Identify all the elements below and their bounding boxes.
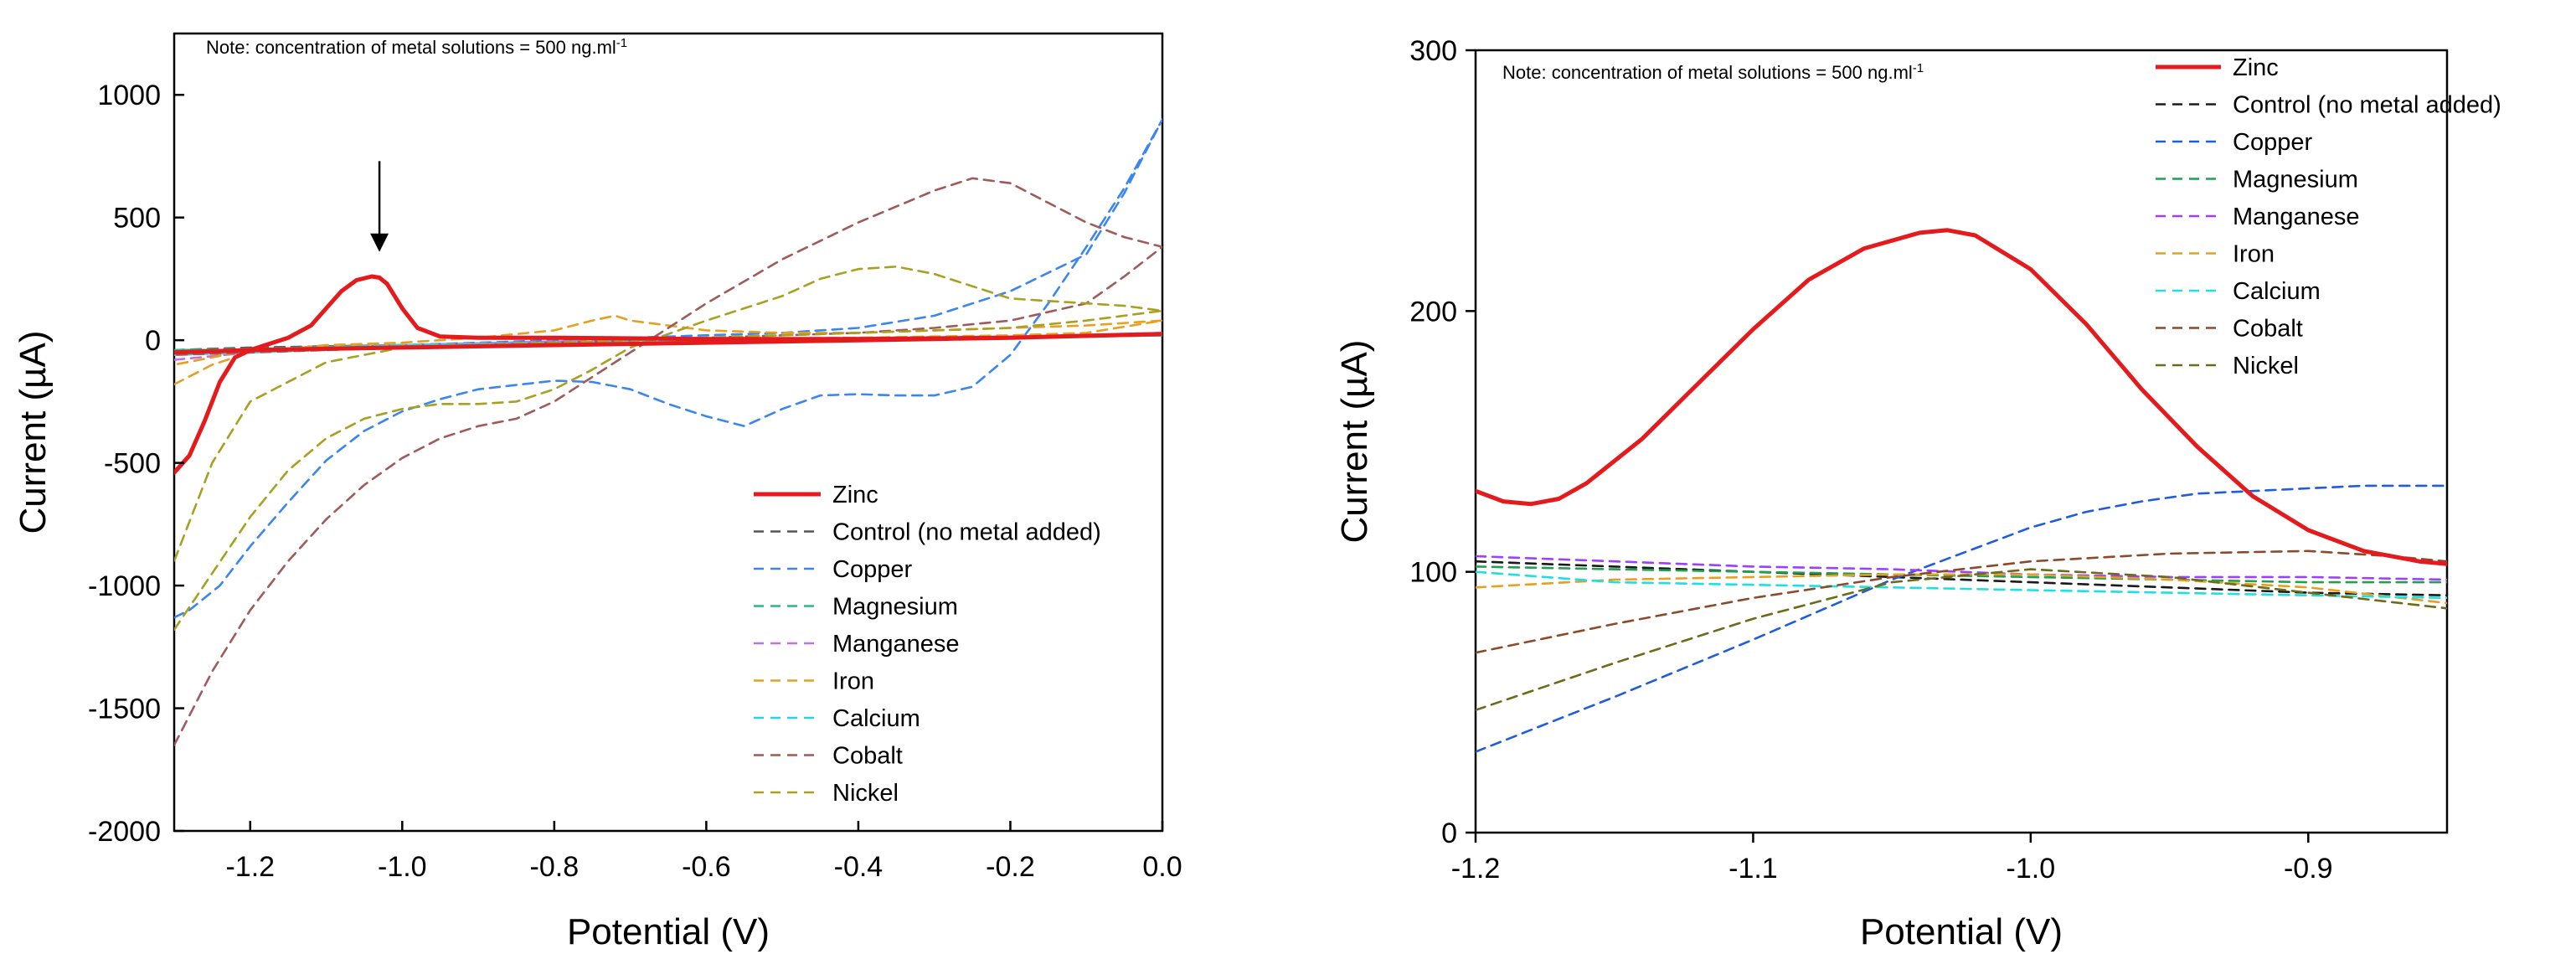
y-tick-label: 500 — [113, 203, 161, 235]
legend-label-control-no-metal-added: Control (no metal added) — [2233, 92, 2501, 119]
left-x-axis-title: Potential (V) — [567, 911, 770, 952]
series-cobalt-line — [1476, 549, 2447, 654]
arrow-head — [370, 233, 389, 252]
series-nickel-line — [1476, 568, 2447, 712]
series-iron-line — [1476, 573, 2447, 605]
y-tick-label: 0 — [145, 325, 161, 357]
legend-label-copper: Copper — [832, 556, 912, 583]
series-calcium-line — [1476, 570, 2447, 600]
legend-label-cobalt: Cobalt — [2233, 316, 2303, 343]
left-y-ticks: -2000 -1500 -1000 -500 0 500 1000 — [88, 80, 184, 848]
x-tick-label: -1.2 — [1451, 853, 1501, 885]
x-tick-label: -0.6 — [682, 851, 731, 883]
legend-label-calcium: Calcium — [832, 705, 920, 732]
legend-label-nickel: Nickel — [2233, 353, 2299, 379]
series-cobalt-line — [174, 177, 1162, 746]
left-y-axis-title: Current (µA) — [13, 331, 54, 534]
right-legend: Zinc Control (no metal added) Copper Magnes… — [2156, 54, 2501, 379]
series-zinc-line — [1476, 228, 2447, 566]
legend-label-zinc: Zinc — [832, 482, 878, 508]
x-tick-label: -1.0 — [2007, 853, 2056, 885]
legend-label-calcium: Calcium — [2233, 278, 2321, 305]
x-tick-label: -0.8 — [530, 851, 580, 883]
legend-label-control-no-metal-added: Control (no metal added) — [832, 519, 1101, 546]
x-tick-label: -0.9 — [2284, 853, 2333, 885]
left-chart: -2000 -1500 -1000 -500 0 500 1000 -1.2 -1.0 -0.8… — [13, 32, 1182, 952]
legend-label-copper: Copper — [2233, 129, 2312, 156]
x-tick-label: -0.4 — [834, 851, 884, 883]
legend-label-nickel: Nickel — [832, 780, 899, 807]
y-tick-label: 1000 — [97, 80, 161, 111]
y-tick-label: 300 — [1409, 35, 1457, 67]
legend-label-zinc: Zinc — [2233, 54, 2279, 81]
series-control-no-metal-added-line — [1476, 560, 2447, 597]
series-copper-line — [174, 118, 1162, 619]
legend-label-cobalt: Cobalt — [832, 743, 903, 770]
x-tick-label: -1.1 — [1728, 853, 1778, 885]
right-x-ticks: -1.2 -1.1 -1.0 -0.9 — [1451, 833, 2333, 885]
y-tick-label: -500 — [104, 448, 161, 480]
x-tick-label: -0.2 — [986, 851, 1035, 883]
y-tick-label: 0 — [1441, 818, 1457, 849]
y-tick-label: -1000 — [88, 570, 161, 602]
right-curves — [1476, 228, 2447, 753]
series-copper-line — [1476, 484, 2447, 753]
left-legend: Zinc Control (no metal added) Copper Magnes… — [754, 482, 1101, 807]
x-tick-label: 0.0 — [1142, 851, 1182, 883]
right-plot-frame — [1474, 49, 2449, 834]
right-y-axis-title: Current (µA) — [1334, 340, 1375, 544]
legend-label-magnesium: Magnesium — [2233, 167, 2358, 193]
left-note: Note: concentration of metal solutions =… — [206, 36, 627, 59]
legend-label-manganese: Manganese — [2233, 204, 2360, 230]
legend-label-manganese: Manganese — [832, 631, 960, 658]
series-zinc-line — [174, 274, 1162, 475]
left-x-ticks: -1.2 -1.0 -0.8 -0.6 -0.4 -0.2 0.0 — [225, 821, 1182, 883]
peak-arrow — [370, 161, 389, 252]
right-y-ticks: 0 100 200 300 — [1409, 35, 1476, 849]
x-tick-label: -1.0 — [378, 851, 427, 883]
left-plot-frame — [173, 32, 1164, 833]
left-curves — [174, 118, 1162, 746]
right-chart: 0 100 200 300 -1.2 -1.1 -1.0 -0.9 Note: concen… — [1334, 35, 2501, 952]
legend-label-magnesium: Magnesium — [832, 594, 958, 621]
y-tick-label: 100 — [1409, 557, 1457, 589]
x-tick-label: -1.2 — [225, 851, 275, 883]
y-tick-label: 200 — [1409, 296, 1457, 328]
legend-label-iron: Iron — [2233, 241, 2275, 268]
right-x-axis-title: Potential (V) — [1860, 911, 2063, 952]
series-nickel-line — [174, 265, 1162, 632]
right-note: Note: concentration of metal solutions =… — [1502, 61, 1924, 84]
y-tick-label: -2000 — [88, 816, 161, 848]
legend-label-iron: Iron — [832, 668, 874, 695]
series-manganese-line — [1476, 555, 2447, 581]
y-tick-label: -1500 — [88, 694, 161, 725]
